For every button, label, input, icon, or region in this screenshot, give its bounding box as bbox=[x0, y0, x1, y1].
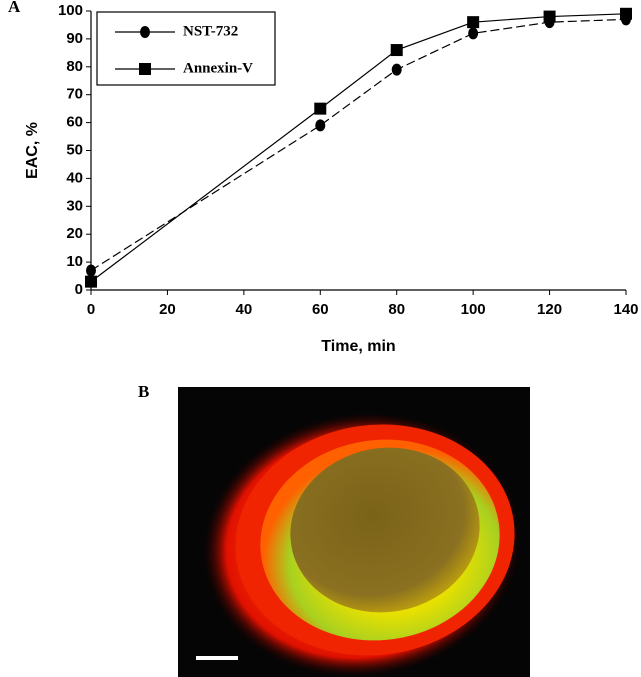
x-tick-label: 0 bbox=[87, 301, 95, 318]
marker bbox=[85, 275, 97, 288]
marker bbox=[543, 10, 556, 23]
x-tick-label: 40 bbox=[236, 301, 253, 318]
y-tick-label: 0 bbox=[75, 281, 83, 298]
series-line bbox=[90, 13, 627, 283]
y-tick-label: 10 bbox=[66, 253, 83, 270]
y-tick-label: 80 bbox=[66, 58, 83, 75]
legend-label: Annexin-V bbox=[183, 60, 253, 76]
marker bbox=[86, 264, 96, 277]
marker bbox=[314, 102, 327, 115]
x-axis-label: Time, min bbox=[321, 338, 395, 355]
y-tick-label: 60 bbox=[66, 114, 83, 131]
y-tick-label: 50 bbox=[66, 141, 83, 158]
marker bbox=[468, 27, 479, 40]
x-tick-label: 140 bbox=[613, 301, 638, 318]
marker bbox=[620, 7, 632, 20]
marker bbox=[140, 26, 150, 38]
panel-label: B bbox=[138, 382, 149, 401]
legend-box bbox=[96, 11, 276, 86]
panel-label: A bbox=[8, 0, 21, 16]
y-tick-label: 40 bbox=[66, 169, 83, 186]
y-tick-label: 90 bbox=[66, 30, 83, 47]
marker bbox=[467, 16, 480, 29]
x-tick-label: 20 bbox=[159, 301, 176, 318]
y-axis-label: EAC, % bbox=[24, 122, 41, 179]
marker bbox=[315, 119, 326, 132]
marker bbox=[390, 44, 403, 57]
micrograph bbox=[178, 387, 530, 677]
y-tick-label: 100 bbox=[58, 2, 83, 19]
y-tick-label: 20 bbox=[66, 225, 83, 242]
series-line bbox=[90, 18, 627, 271]
x-tick-label: 60 bbox=[312, 301, 329, 318]
y-tick-label: 70 bbox=[66, 86, 83, 103]
x-tick-label: 100 bbox=[461, 301, 486, 318]
x-tick-label: 120 bbox=[537, 301, 562, 318]
y-tick-label: 30 bbox=[66, 197, 83, 214]
legend-label: NST-732 bbox=[183, 23, 238, 39]
marker bbox=[391, 63, 402, 76]
marker bbox=[139, 63, 151, 75]
x-tick-label: 80 bbox=[388, 301, 405, 318]
